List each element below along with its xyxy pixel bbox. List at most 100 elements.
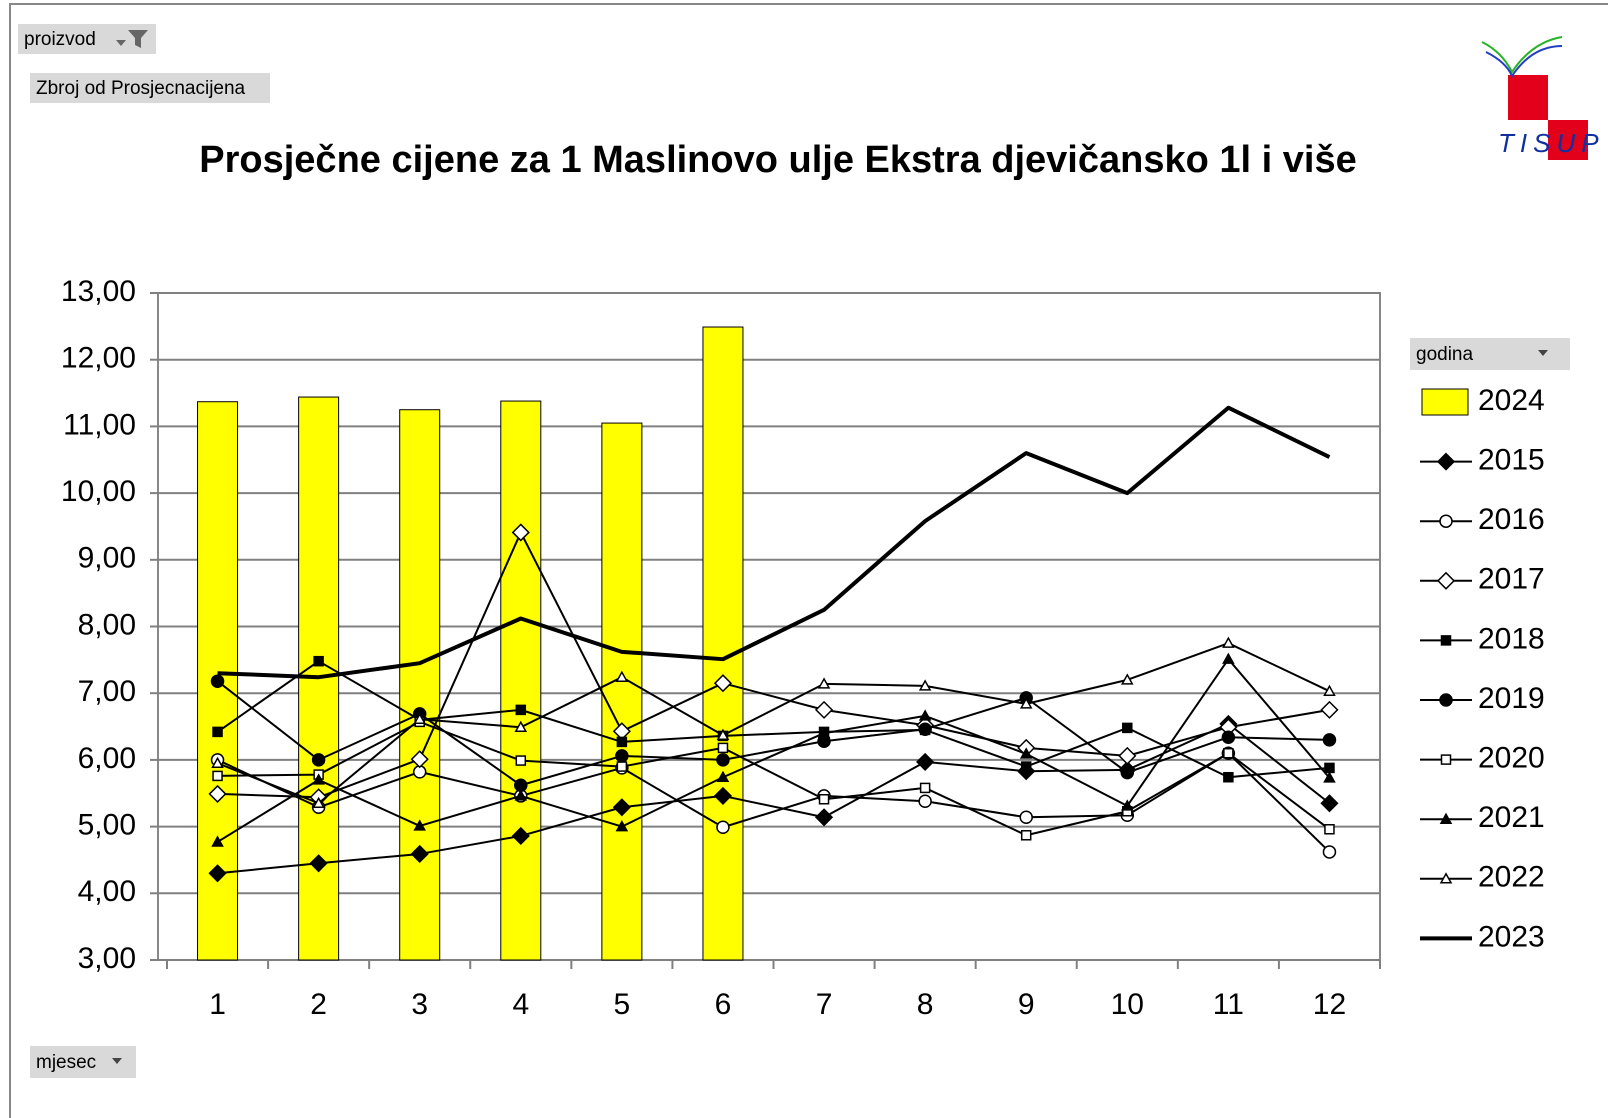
marker	[1323, 771, 1336, 783]
legend-field-label: godina	[1416, 344, 1473, 365]
marker	[413, 712, 426, 724]
y-tick-label: 10,00	[61, 475, 136, 508]
marker	[1121, 799, 1134, 811]
marker	[918, 722, 932, 736]
x-tick-label: 9	[1018, 988, 1035, 1021]
legend-label: 2017	[1478, 563, 1545, 596]
legend-label: 2016	[1478, 503, 1545, 536]
marker	[208, 784, 227, 803]
measure-label: Zbroj od Prosjecnacijena	[36, 78, 246, 99]
marker	[1118, 746, 1137, 765]
y-tick-label: 13,00	[61, 275, 136, 308]
x-tick-label: 6	[715, 988, 732, 1021]
marker	[511, 826, 530, 845]
marker	[616, 761, 628, 772]
marker	[916, 752, 935, 771]
marker	[1439, 514, 1453, 528]
marker	[1323, 684, 1336, 696]
marker	[311, 753, 326, 767]
y-tick-label: 3,00	[78, 942, 136, 975]
marker	[515, 704, 527, 716]
line	[217, 720, 1331, 837]
y-tick-label: 12,00	[61, 342, 136, 375]
marker	[1020, 761, 1032, 772]
marker	[211, 835, 224, 847]
marker	[1223, 747, 1234, 759]
marker	[713, 674, 733, 693]
logo-square	[1548, 120, 1588, 160]
x-tick-label: 3	[411, 988, 428, 1021]
marker	[716, 753, 730, 767]
x-tick-label: 5	[614, 988, 631, 1021]
marker	[919, 782, 931, 794]
marker	[312, 773, 325, 785]
marker	[410, 750, 429, 769]
y-tick-label: 8,00	[78, 608, 136, 641]
marker	[612, 798, 631, 817]
series	[208, 714, 1339, 883]
marker	[1439, 693, 1453, 707]
x-tick-label: 8	[917, 988, 934, 1021]
marker	[1324, 824, 1335, 835]
series	[211, 636, 1336, 809]
filter-icon	[116, 30, 148, 48]
marker	[312, 796, 325, 809]
bar	[601, 422, 643, 961]
marker	[814, 808, 834, 827]
legend-label: 2023	[1478, 920, 1545, 953]
marker	[1121, 673, 1134, 685]
marker	[1436, 571, 1456, 590]
line	[217, 722, 1331, 875]
filter-label: proizvod	[24, 29, 96, 50]
marker	[716, 728, 730, 740]
marker	[814, 700, 834, 719]
y-tick-label: 9,00	[78, 542, 136, 575]
marker	[817, 726, 831, 738]
marker	[514, 720, 528, 732]
marker	[1324, 762, 1335, 774]
marker	[615, 749, 629, 763]
bar	[702, 326, 744, 961]
marker	[616, 736, 628, 748]
marker	[1120, 765, 1135, 780]
marker	[1222, 636, 1235, 648]
marker	[918, 794, 932, 809]
marker	[615, 820, 629, 832]
marker	[1221, 730, 1236, 744]
line	[216, 680, 1330, 787]
line	[217, 658, 1331, 843]
marker	[313, 655, 324, 667]
marker	[1440, 635, 1452, 646]
logo-square	[1508, 75, 1548, 120]
x-tick-label: 7	[816, 988, 833, 1021]
marker	[1019, 747, 1033, 759]
marker	[309, 854, 328, 873]
marker	[1322, 845, 1337, 859]
y-tick-label: 7,00	[78, 675, 136, 708]
x-tick-label: 4	[512, 988, 529, 1021]
marker	[1439, 872, 1453, 884]
filter-button[interactable]	[18, 24, 156, 54]
bar	[500, 400, 542, 961]
logo-curve	[1481, 36, 1563, 74]
x-tick-label: 2	[310, 988, 327, 1021]
marker	[212, 770, 223, 782]
dropdown-icon	[1538, 350, 1548, 356]
marker	[514, 789, 528, 801]
legend-label: 2019	[1478, 682, 1545, 715]
chart-title: Prosječne cijene za 1 Maslinovo ulje Eks…	[199, 139, 1357, 181]
logo-curve	[1485, 45, 1563, 79]
line	[217, 752, 1331, 853]
y-tick-label: 5,00	[78, 809, 136, 842]
marker	[1223, 771, 1234, 783]
marker	[1019, 810, 1033, 825]
marker	[1439, 812, 1453, 824]
y-tick-label: 4,00	[78, 875, 136, 908]
marker	[1440, 754, 1452, 765]
marker	[211, 756, 224, 768]
dropdown-icon	[112, 1058, 122, 1064]
x-tick-label: 10	[1111, 988, 1144, 1021]
marker	[1122, 722, 1133, 734]
legend-label: 2022	[1478, 861, 1545, 894]
